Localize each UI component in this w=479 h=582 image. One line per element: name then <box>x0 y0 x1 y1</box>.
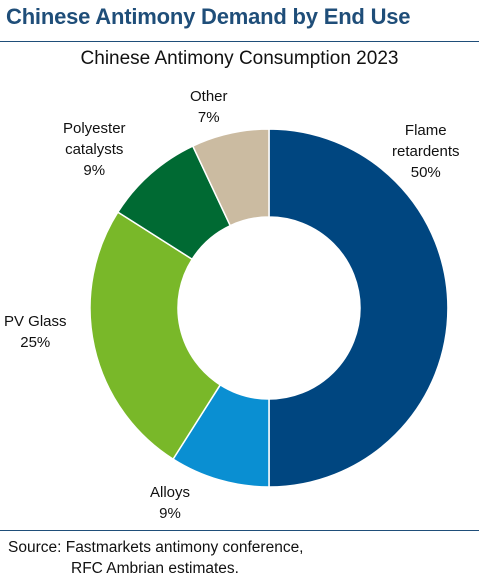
slice-label-pv-glass: PV Glass 25% <box>4 311 67 353</box>
chart-title: Chinese Antimony Consumption 2023 <box>80 48 399 69</box>
slice-label-line: Polyester <box>63 120 126 137</box>
bottom-divider <box>0 530 479 531</box>
slice-label-line: Other <box>190 88 228 105</box>
slice-label-line: Alloys <box>150 484 191 501</box>
slice-label-other: Other 7% <box>190 86 228 128</box>
slice-label-line: PV Glass <box>4 313 67 330</box>
slice-value-label: 9% <box>83 162 106 179</box>
top-divider <box>0 41 479 42</box>
slice-value-label: 7% <box>197 109 220 126</box>
slice-label-line: catalysts <box>65 141 124 158</box>
slice-label-polyester-catalysts: Polyester catalysts 9% <box>63 118 126 181</box>
source-line-1: Source: Fastmarkets antimony conference, <box>8 539 304 556</box>
source-line-2: RFC Ambrian estimates. <box>71 560 239 577</box>
slice-label-line: Flame <box>404 122 447 139</box>
source-note: Source: Fastmarkets antimony conference,… <box>8 537 304 579</box>
slice-value-label: 25% <box>20 334 51 351</box>
slice-value-label: 9% <box>159 505 181 522</box>
page-title: Chinese Antimony Demand by End Use <box>6 4 411 29</box>
slice-label-alloys: Alloys 9% <box>150 482 190 524</box>
donut-slice-flame-retardents <box>268 128 449 488</box>
slice-label-flame-retardents: Flame retardents 50% <box>392 120 460 183</box>
slice-value-label: 50% <box>410 164 441 181</box>
donut-slices <box>89 128 449 488</box>
donut-slice-other <box>191 128 270 227</box>
donut-slice-pv-glass <box>89 211 222 461</box>
slice-label-line: retardents <box>392 143 460 160</box>
